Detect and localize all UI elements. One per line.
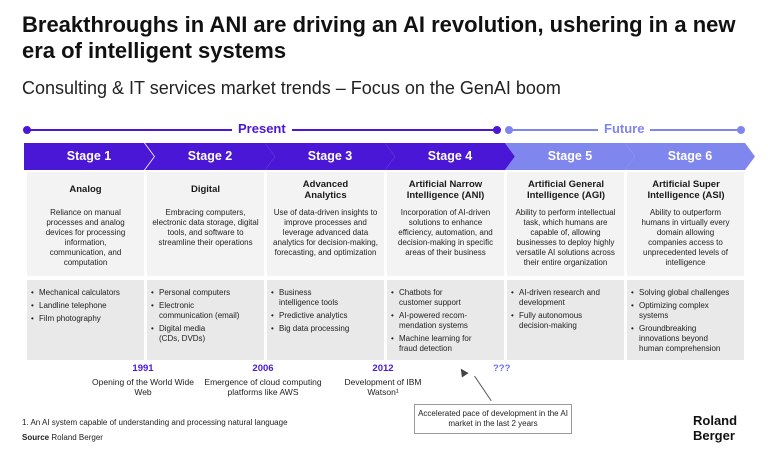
list-item: Optimizing complex systems (631, 301, 740, 321)
stage-2-examples: Personal computers Electronic communicat… (147, 288, 264, 347)
page-title: Breakthroughs in ANI are driving an AI r… (22, 12, 736, 63)
milestone-year-1991: 1991 (132, 363, 154, 374)
milestone-year-2012: 2012 (372, 363, 394, 374)
stage-6-description-panel (627, 172, 744, 276)
roland-berger-logo: Roland Berger (693, 413, 737, 443)
stage-6-chevron: Stage 6 (625, 143, 755, 170)
stage-3-examples: Business intelligence tools Predictive a… (267, 288, 384, 337)
list-item: Mechanical calculators (31, 288, 140, 298)
footnote: 1. An AI system capable of understanding… (22, 418, 288, 427)
list-item: Solving global challenges (631, 288, 740, 298)
list-item: Business intelligence tools (271, 288, 380, 308)
stage-4-name: Artificial Narrow Intelligence (ANI) (406, 179, 485, 201)
list-item: Electronic communication (email) (151, 301, 260, 321)
stage-6-examples: Solving global challenges Optimizing com… (627, 288, 744, 357)
list-item: Big data processing (271, 324, 380, 334)
acceleration-callout: Accelerated pace of development in the A… (414, 404, 572, 434)
stage-4-examples: Chatbots for customer support AI-powered… (387, 288, 504, 357)
logo-line-2: Berger (693, 428, 735, 443)
timeline-end-dot (737, 126, 745, 134)
stage-5-chevron: Stage 5 (505, 143, 635, 170)
list-item: AI-powered recom-mendation systems (391, 311, 500, 331)
arrow-up-icon (457, 366, 469, 378)
milestone-text-1991: Opening of the World Wide Web (92, 377, 194, 397)
source-line: Source Roland Berger (22, 433, 103, 442)
stage-1-description: Reliance on manual processes and analog … (45, 208, 126, 267)
list-item: Personal computers (151, 288, 260, 298)
stage-4-description: Incorporation of AI-driven solutions to … (397, 208, 494, 257)
stage-2-name: Digital (190, 184, 221, 195)
stage-1-examples: Mechanical calculators Landline telephon… (27, 288, 144, 327)
present-end-dot (493, 126, 501, 134)
callout-arrow-line (474, 375, 492, 402)
future-milestone-unknown: ??? (493, 363, 511, 374)
stage-1-description-panel (27, 172, 144, 276)
stage-3-chevron: Stage 3 (265, 143, 395, 170)
stage-3-name: Advanced Analytics (302, 179, 349, 201)
stage-5-description-panel (507, 172, 624, 276)
present-label: Present (232, 121, 292, 137)
milestone-year-2006: 2006 (252, 363, 274, 374)
stage-3-description: Use of data-driven insights to improve p… (273, 208, 378, 257)
list-item: Digital media (CDs, DVDs) (151, 324, 260, 344)
list-item: Machine learning for fraud detection (391, 334, 500, 354)
logo-line-1: Roland (693, 413, 738, 428)
stage-6-name: Artificial Super Intelligence (ASI) (647, 179, 725, 201)
list-item: Fully autonomous decision-making (511, 311, 620, 331)
stage-6-description: Ability to outperform humans in virtuall… (641, 208, 730, 267)
list-item: AI-driven research and development (511, 288, 620, 308)
stage-2-description: Embracing computers, electronic data sto… (152, 208, 259, 247)
timeline-start-dot (23, 126, 31, 134)
stage-1-chevron: Stage 1 (24, 143, 154, 170)
milestone-text-2006: Emergence of cloud computing platforms l… (204, 377, 322, 397)
page-subtitle: Consulting & IT services market trends –… (22, 78, 561, 98)
source-text: Roland Berger (51, 433, 103, 442)
stage-1-name: Analog (69, 184, 102, 195)
future-start-dot (505, 126, 513, 134)
future-label: Future (598, 121, 651, 137)
stage-4-description-panel (387, 172, 504, 276)
stage-5-description: Ability to perform intellectual task, wh… (515, 208, 616, 267)
stage-2-chevron: Stage 2 (145, 143, 275, 170)
stage-4-chevron: Stage 4 (385, 143, 515, 170)
stage-3-description-panel (267, 172, 384, 276)
list-item: Groundbreaking innovations beyond human … (631, 324, 740, 354)
source-label: Source (22, 433, 50, 442)
list-item: Predictive analytics (271, 311, 380, 321)
list-item: Landline telephone (31, 301, 140, 311)
stage-5-examples: AI-driven research and development Fully… (507, 288, 624, 334)
stage-5-name: Artificial General Intelligence (AGI) (526, 179, 606, 201)
stage-2-description-panel (147, 172, 264, 276)
milestone-text-2012: Development of IBM Watson¹ (344, 377, 422, 397)
list-item: Film photography (31, 314, 140, 324)
list-item: Chatbots for customer support (391, 288, 500, 308)
